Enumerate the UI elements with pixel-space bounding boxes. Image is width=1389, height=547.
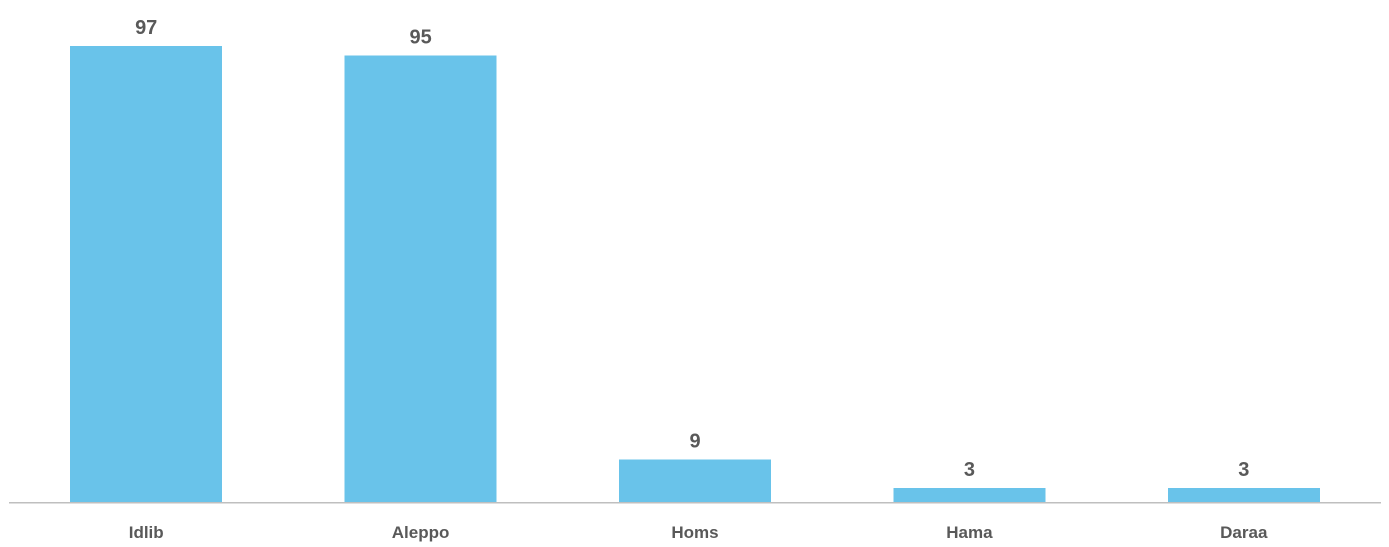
bar-hama bbox=[893, 487, 1046, 502]
x-tick-label-aleppo: Aleppo bbox=[392, 523, 450, 542]
x-tick-label-idlib: Idlib bbox=[129, 523, 164, 542]
data-label-homs: 9 bbox=[689, 431, 700, 453]
bar-aleppo bbox=[344, 55, 497, 502]
x-tick-label-homs: Homs bbox=[671, 523, 718, 542]
x-tick-label-hama: Hama bbox=[946, 523, 993, 542]
data-label-aleppo: 95 bbox=[409, 26, 431, 48]
data-label-idlib: 97 bbox=[135, 17, 157, 39]
data-label-hama: 3 bbox=[964, 459, 975, 481]
bar-daraa bbox=[1167, 487, 1320, 502]
bar-idlib bbox=[70, 46, 223, 502]
bar-homs bbox=[619, 459, 771, 502]
bars-layer bbox=[70, 46, 1320, 502]
x-tick-label-daraa: Daraa bbox=[1220, 523, 1268, 542]
data-label-daraa: 3 bbox=[1238, 459, 1249, 481]
x-tick-labels-layer: Idlib Aleppo Homs Hama Daraa bbox=[129, 523, 1268, 542]
